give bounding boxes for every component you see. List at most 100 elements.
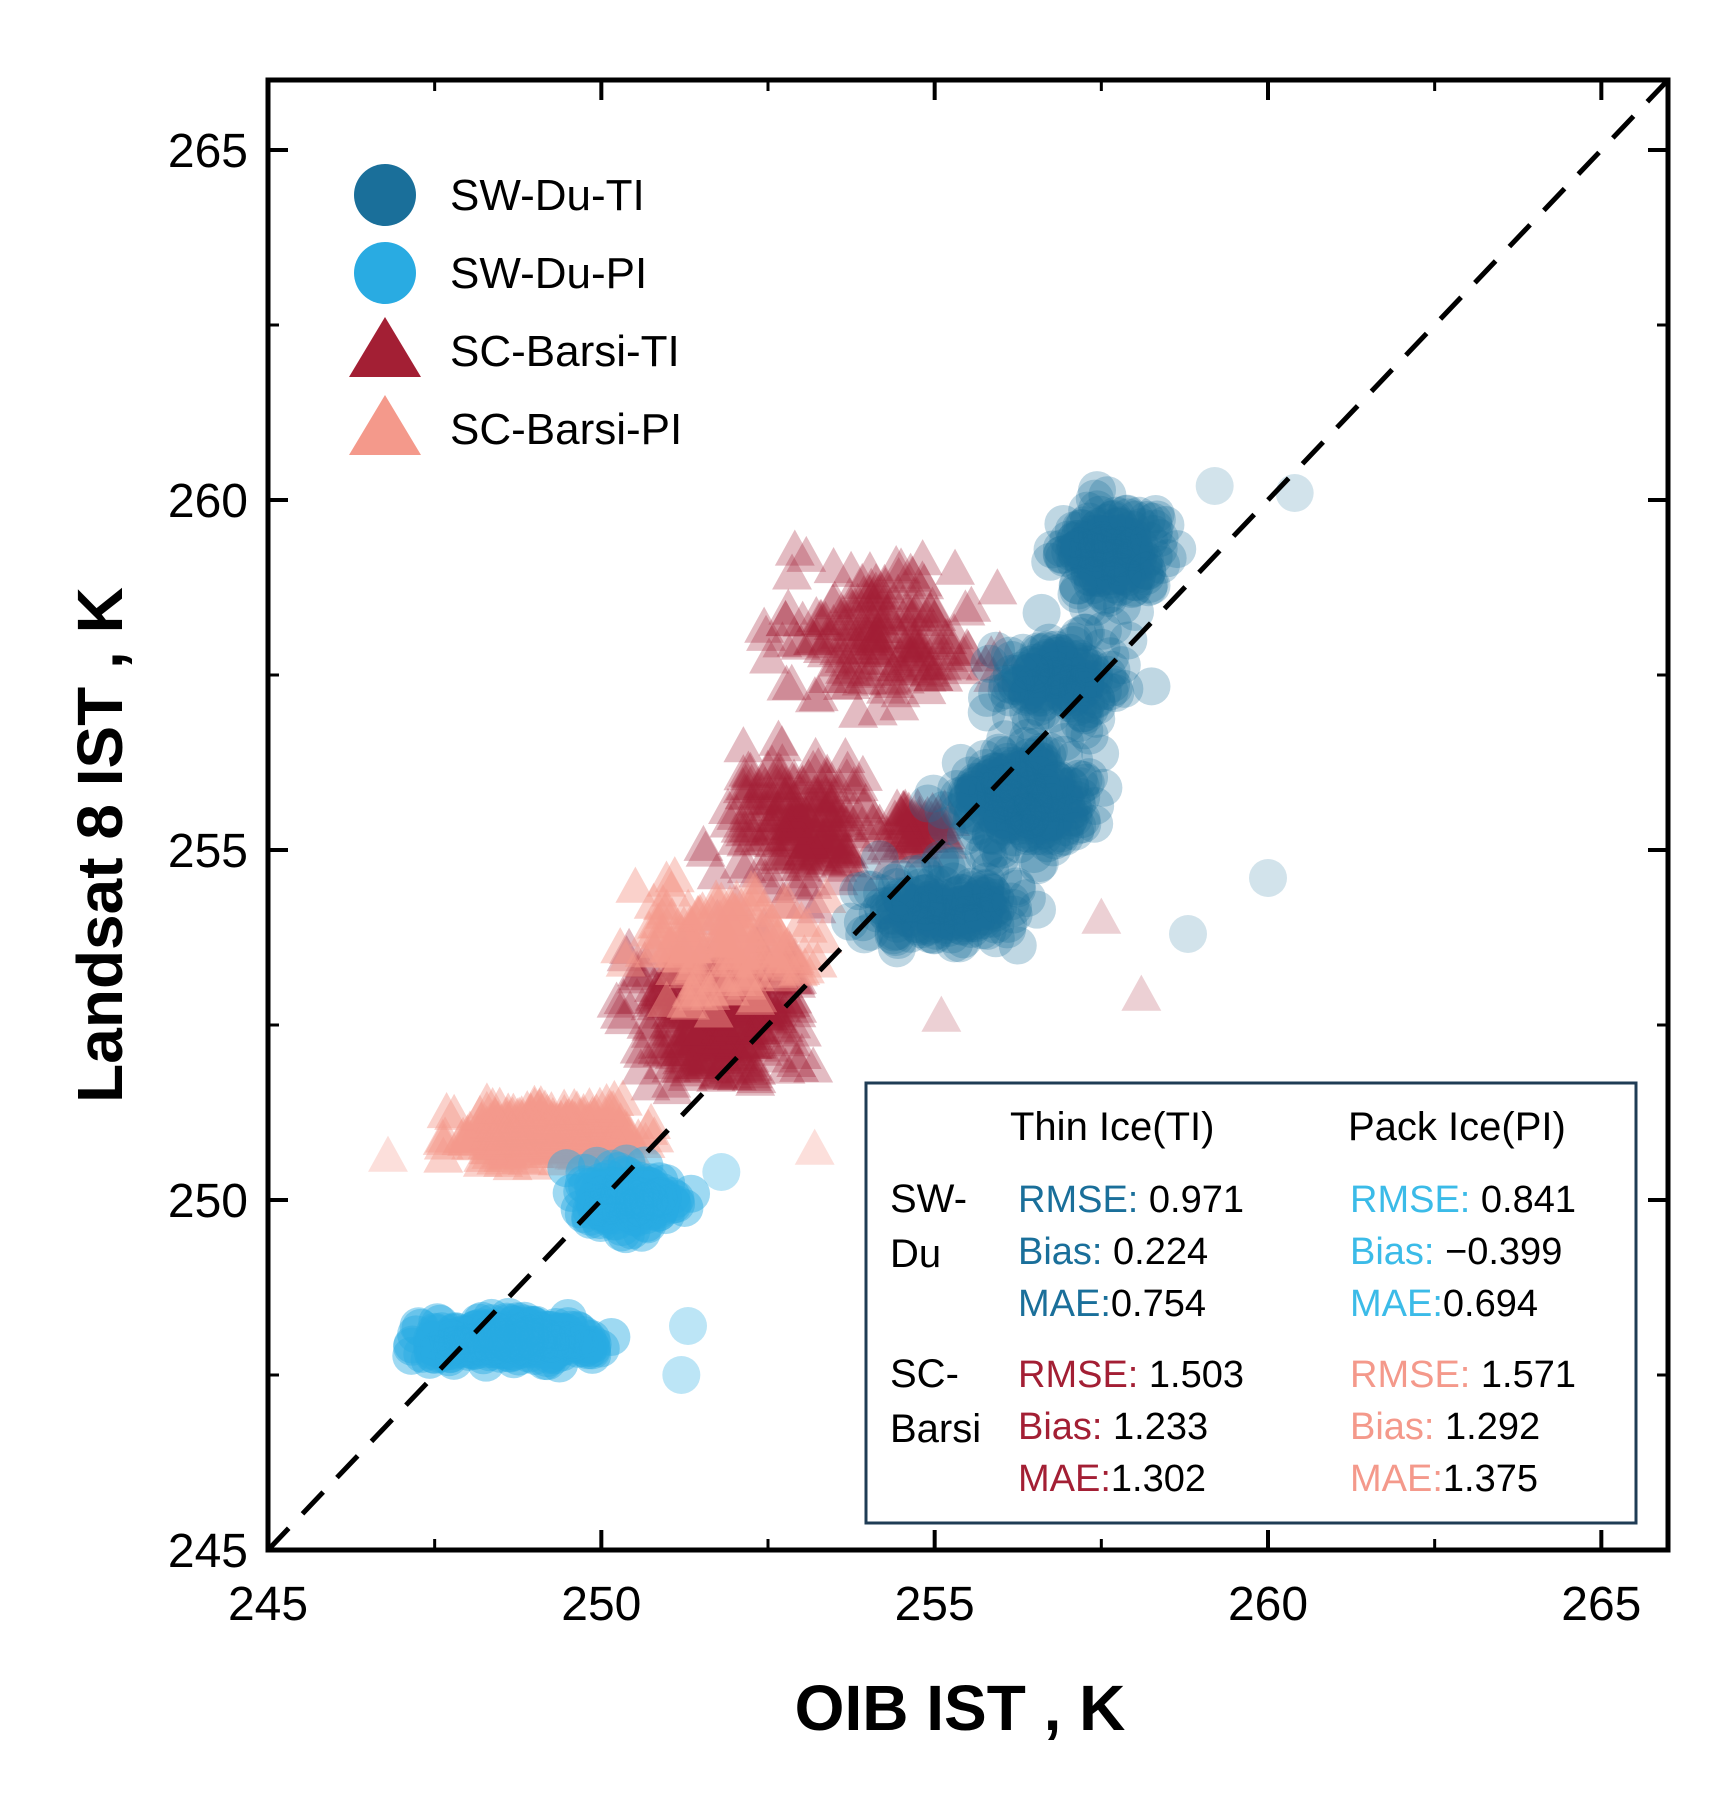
sc-barsi-pi-point [489, 1099, 530, 1137]
sw-du-ti-point [963, 911, 1002, 950]
sw-du-pi-point [568, 1167, 607, 1206]
sc-barsi-pi-point [447, 1119, 488, 1156]
sw-du-pi-point [524, 1316, 563, 1355]
sw-du-ti-point [1041, 786, 1080, 825]
sw-du-pi-point [547, 1149, 586, 1188]
sc-barsi-ti-point [717, 818, 758, 855]
sc-barsi-ti-point [857, 689, 898, 726]
sc-barsi-pi-point [588, 1093, 629, 1130]
sc-barsi-pi-point [670, 910, 711, 947]
sc-barsi-ti-point [831, 550, 872, 587]
sw-du-ti-point [1029, 774, 1068, 813]
sw-du-ti-point [1007, 677, 1046, 716]
sc-barsi-ti-point [821, 840, 862, 877]
sw-du-pi-point [639, 1193, 678, 1232]
stats-metric-value: 0.841 [1470, 1179, 1576, 1221]
sc-barsi-ti-point [888, 810, 929, 847]
sc-barsi-ti-point [787, 791, 828, 828]
sc-barsi-ti-point [746, 815, 787, 852]
sw-du-ti-point [1102, 548, 1141, 587]
sw-du-ti-point [918, 882, 957, 921]
sc-barsi-ti-point [861, 629, 902, 666]
sc-barsi-pi-point [511, 1108, 552, 1145]
sc-barsi-pi-point [724, 959, 765, 997]
sc-barsi-ti-point [851, 567, 892, 604]
sw-du-ti-point [901, 868, 940, 907]
sc-barsi-pi-point [503, 1117, 544, 1154]
sc-barsi-ti-point [672, 982, 712, 1020]
sc-barsi-ti-point [683, 1042, 724, 1079]
sw-du-ti-point [1089, 547, 1128, 586]
sw-du-ti-point [1034, 759, 1073, 798]
stats-row-label: SW- [890, 1177, 967, 1221]
sc-barsi-ti-point [834, 643, 875, 680]
sc-barsi-ti-point [762, 621, 803, 658]
sw-du-ti-point [976, 905, 1015, 944]
sc-barsi-ti-point [776, 991, 817, 1028]
sc-barsi-ti-point [817, 845, 858, 882]
sc-barsi-ti-point [731, 962, 772, 999]
sc-barsi-ti-point [664, 980, 705, 1017]
sc-barsi-pi-point [634, 1116, 675, 1153]
sc-barsi-ti-point [887, 612, 928, 649]
sc-barsi-ti-point [768, 588, 809, 625]
sc-barsi-pi-point [517, 1109, 558, 1146]
sc-barsi-pi-point [531, 1127, 572, 1164]
sc-barsi-ti-point [737, 988, 778, 1026]
sc-barsi-ti-point [859, 803, 900, 840]
sw-du-pi-point [474, 1319, 513, 1358]
sw-du-pi-point [588, 1184, 627, 1223]
sc-barsi-ti-point [696, 1017, 736, 1054]
sw-du-ti-point [1051, 673, 1090, 712]
sw-du-pi-point [489, 1297, 528, 1336]
sc-barsi-ti-point [708, 950, 748, 987]
sc-barsi-ti-point [820, 826, 861, 863]
sc-barsi-ti-point [809, 615, 850, 652]
sc-barsi-ti-point [869, 843, 909, 880]
sc-barsi-pi-point [457, 1114, 498, 1151]
sc-barsi-ti-point [697, 970, 738, 1008]
sc-barsi-ti-point [839, 854, 879, 892]
sc-barsi-pi-point [422, 1118, 463, 1155]
sw-du-ti-point [1001, 664, 1040, 703]
sc-barsi-ti-point [748, 998, 789, 1035]
sc-barsi-ti-point [765, 766, 806, 803]
sw-du-ti-point [1036, 651, 1075, 690]
sc-barsi-ti-point [869, 586, 910, 623]
sc-barsi-pi-point [705, 916, 746, 953]
sc-barsi-ti-point [686, 1037, 727, 1074]
sw-du-ti-point [1002, 754, 1041, 793]
sw-du-pi-point [464, 1336, 503, 1375]
sc-barsi-ti-point [787, 825, 828, 862]
sc-barsi-pi-point [488, 1092, 529, 1129]
sw-du-ti-point [984, 807, 1023, 846]
sc-barsi-ti-point [794, 676, 835, 713]
sw-du-ti-point [1038, 636, 1077, 675]
sc-barsi-pi-point [526, 1126, 567, 1163]
sw-du-ti-point [952, 909, 991, 948]
sc-barsi-pi-point [597, 1110, 638, 1147]
sc-barsi-pi-point [567, 1107, 608, 1144]
sc-barsi-ti-point [844, 786, 885, 823]
sw-du-pi-point [510, 1315, 549, 1354]
sc-barsi-pi-point [759, 914, 800, 952]
sc-barsi-ti-point [912, 586, 953, 623]
sc-barsi-pi-point [559, 1121, 600, 1158]
sc-barsi-ti-point [754, 821, 794, 858]
sc-barsi-ti-point [739, 781, 780, 818]
sc-barsi-pi-point [716, 879, 757, 916]
sc-barsi-ti-point [930, 799, 971, 836]
sw-du-ti-point [875, 896, 914, 935]
sc-barsi-ti-point [722, 983, 763, 1020]
sw-du-ti-point [860, 840, 899, 879]
sc-barsi-pi-point [540, 1113, 581, 1150]
sw-du-pi-point [565, 1153, 604, 1192]
sw-du-ti-point [1012, 796, 1051, 835]
sw-du-ti-point [896, 904, 935, 943]
sc-barsi-pi-point [670, 905, 711, 942]
sc-barsi-pi-point [532, 1096, 573, 1134]
sw-du-pi-point [626, 1196, 665, 1235]
sc-barsi-pi-point [478, 1100, 519, 1137]
sc-barsi-ti-point [826, 831, 867, 868]
sc-barsi-ti-point [895, 591, 936, 628]
